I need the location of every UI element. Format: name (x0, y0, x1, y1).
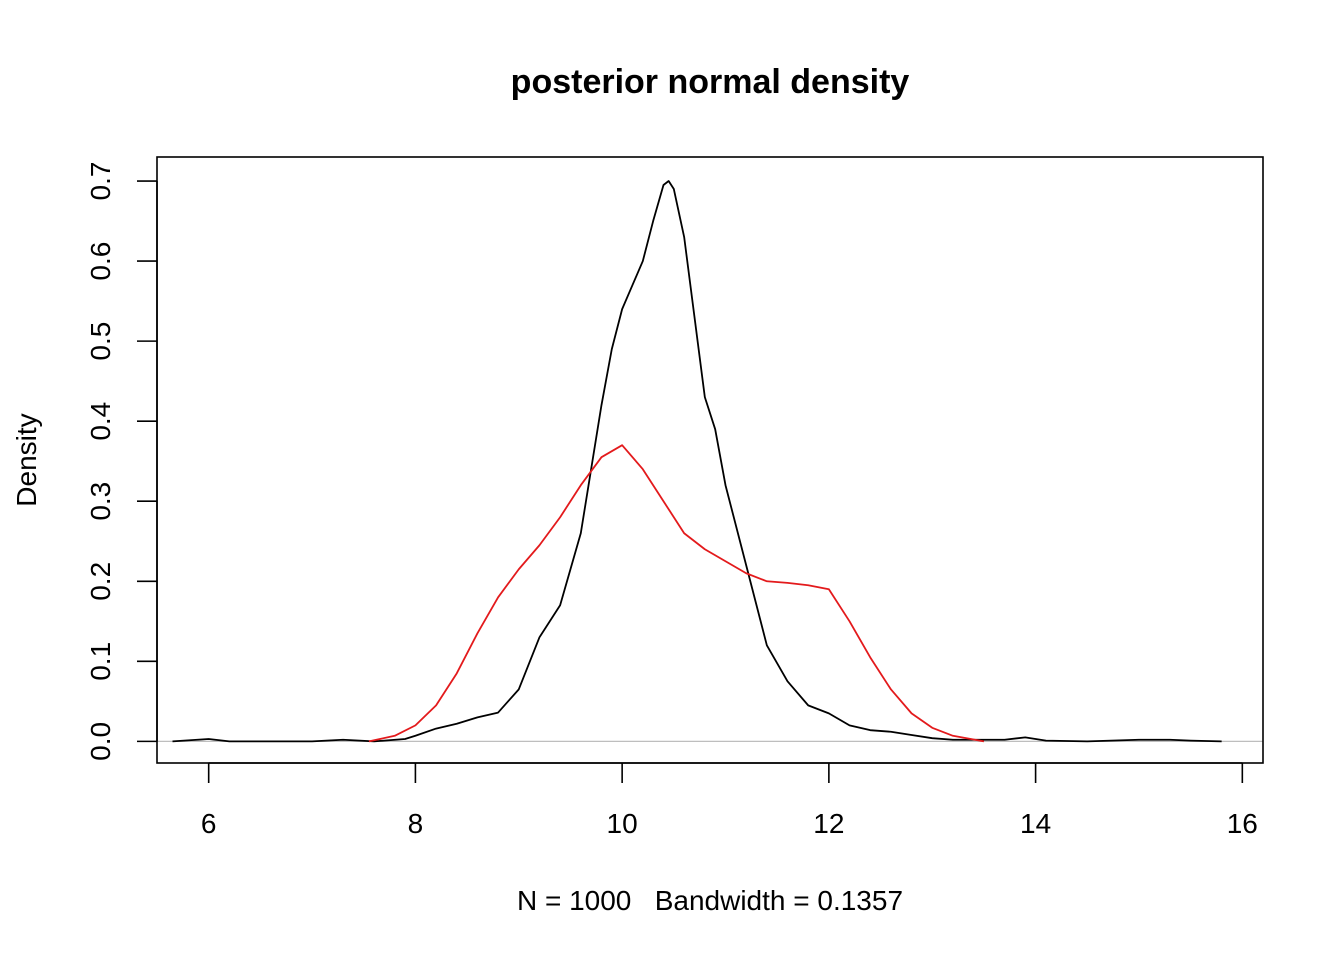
chart-title: posterior normal density (511, 63, 910, 101)
y-tick-label: 0.3 (85, 482, 116, 521)
x-tick-label: 14 (1020, 808, 1051, 839)
y-tick-label: 0.2 (85, 562, 116, 601)
plot-area (157, 180, 1263, 743)
x-axis: 6 8 10 12 14 16 (201, 762, 1258, 839)
series-line-1 (172, 180, 1222, 743)
y-tick-label: 0.6 (85, 242, 116, 281)
y-tick-label: 0.7 (85, 162, 116, 201)
y-tick-label: 0.0 (85, 722, 116, 761)
x-tick-label: 12 (813, 808, 844, 839)
plot-frame (156, 156, 1264, 764)
y-tick-label: 0.5 (85, 322, 116, 361)
x-tick-label: 6 (201, 808, 217, 839)
y-axis: 0.0 0.1 0.2 0.3 0.4 0.5 0.6 0.7 (85, 162, 158, 761)
x-axis-label: N = 1000 Bandwidth = 0.1357 (517, 885, 903, 916)
x-tick-label: 8 (408, 808, 424, 839)
series-line-2 (368, 444, 985, 743)
x-tick-label: 10 (607, 808, 638, 839)
y-axis-label: Density (11, 413, 42, 506)
y-tick-label: 0.1 (85, 642, 116, 681)
y-tick-label: 0.4 (85, 402, 116, 441)
x-tick-label: 16 (1227, 808, 1258, 839)
